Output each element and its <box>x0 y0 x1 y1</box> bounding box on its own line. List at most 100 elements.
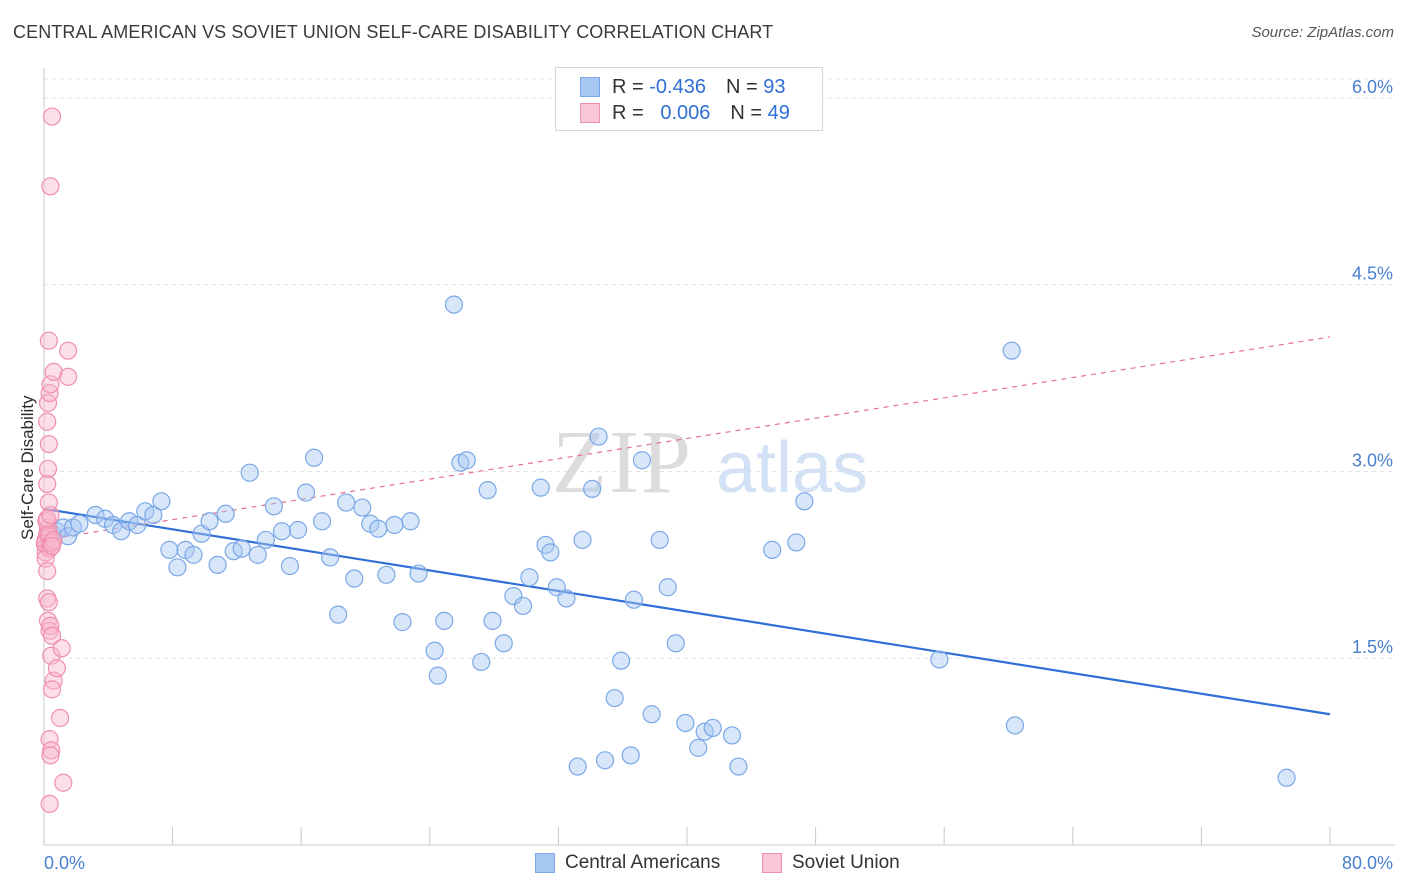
point-central-americans <box>632 451 652 470</box>
point-soviet-union <box>52 639 71 658</box>
point-central-americans <box>152 492 171 511</box>
y-tick-label: 3.0% <box>1352 450 1393 470</box>
point-central-americans <box>337 493 356 512</box>
point-central-americans <box>642 705 661 724</box>
legend-r-label: R = <box>612 75 644 98</box>
point-central-americans <box>504 586 523 606</box>
point-central-americans <box>345 569 364 588</box>
point-central-americans <box>583 479 602 498</box>
point-central-americans <box>329 605 348 624</box>
point-central-americans <box>513 596 533 616</box>
point-central-americans <box>160 540 179 559</box>
point-central-americans <box>930 650 949 669</box>
point-central-americans <box>722 726 742 745</box>
point-central-americans <box>472 652 491 672</box>
point-central-americans <box>621 746 640 765</box>
point-central-americans <box>216 504 235 523</box>
point-soviet-union <box>42 741 61 760</box>
point-central-americans <box>296 483 316 502</box>
point-central-americans <box>70 514 89 533</box>
point-central-americans <box>59 527 78 546</box>
point-central-americans <box>304 448 324 467</box>
point-central-americans <box>568 757 587 776</box>
legend-row-central-americans: R = -0.436 N = 93 <box>580 75 785 99</box>
point-central-americans <box>787 533 806 552</box>
point-soviet-union <box>42 626 62 645</box>
point-central-americans <box>385 515 404 535</box>
point-central-americans <box>321 548 340 567</box>
point-soviet-union <box>44 530 63 550</box>
trend-lines <box>43 336 1331 716</box>
legend-swatch-pink <box>762 853 782 873</box>
legend-n-value: 49 <box>767 101 790 124</box>
point-central-americans <box>541 543 560 562</box>
point-soviet-union <box>41 746 60 765</box>
point-central-americans <box>312 512 332 531</box>
point-central-americans <box>624 590 644 609</box>
point-central-americans <box>1005 716 1025 735</box>
point-central-americans <box>128 515 147 535</box>
point-soviet-union <box>42 107 62 126</box>
point-central-americans <box>573 530 592 550</box>
legend-n-label: N = <box>725 75 758 98</box>
x-tick-labels: 0.0% 80.0% <box>44 853 1393 873</box>
point-soviet-union <box>50 708 70 728</box>
point-soviet-union <box>39 434 58 454</box>
point-central-americans <box>428 666 447 685</box>
point-central-americans <box>795 492 814 511</box>
point-central-americans <box>401 512 420 531</box>
point-central-americans <box>676 713 695 733</box>
point-central-americans <box>520 568 539 587</box>
point-soviet-union <box>40 621 59 640</box>
point-central-americans <box>650 530 669 550</box>
point-soviet-union <box>38 459 58 479</box>
point-central-americans <box>353 498 372 517</box>
point-central-americans <box>280 556 300 576</box>
point-central-americans <box>240 463 259 482</box>
y-tick-label: 4.5% <box>1352 264 1393 284</box>
point-soviet-union <box>59 341 78 360</box>
point-central-americans <box>478 481 497 500</box>
legend-swatch-blue <box>535 853 555 873</box>
point-soviet-union <box>39 493 58 512</box>
point-central-americans <box>483 611 502 630</box>
source-label: Source: ZipAtlas.com <box>1251 24 1394 41</box>
legend-n-value: 93 <box>763 75 786 98</box>
point-central-americans <box>369 519 388 538</box>
point-central-americans <box>1277 768 1296 787</box>
point-central-americans <box>531 478 550 497</box>
point-central-americans <box>658 578 677 597</box>
data-points <box>35 107 1296 814</box>
point-central-americans <box>435 611 454 630</box>
point-central-americans <box>557 589 576 608</box>
point-soviet-union <box>59 367 78 386</box>
point-soviet-union <box>38 474 57 494</box>
point-soviet-union <box>39 331 58 350</box>
point-central-americans <box>605 688 624 708</box>
point-central-americans <box>232 539 251 558</box>
x-tick-label: 80.0% <box>1342 853 1393 873</box>
y-axis-label: Self-Care Disability <box>18 395 37 540</box>
point-central-americans <box>666 634 685 653</box>
point-soviet-union <box>41 177 60 196</box>
point-soviet-union <box>35 534 54 553</box>
point-soviet-union <box>47 659 66 678</box>
legend-r-value: 0.006 <box>660 101 711 124</box>
legend-r-value: -0.436 <box>649 75 706 98</box>
chart-title: CENTRAL AMERICAN VS SOVIET UNION SELF-CA… <box>13 22 774 42</box>
point-central-americans <box>184 545 203 564</box>
point-central-americans <box>729 757 748 776</box>
legend-label: Central Americans <box>565 852 721 873</box>
point-soviet-union <box>42 537 62 556</box>
point-central-americans <box>248 545 267 564</box>
point-central-americans <box>589 427 608 446</box>
point-central-americans <box>611 651 631 670</box>
watermark-atlas: atlas <box>716 428 868 508</box>
legend-r-label: R = <box>612 101 644 124</box>
point-central-americans <box>444 295 464 314</box>
point-central-americans <box>200 512 219 531</box>
point-central-americans <box>86 505 105 525</box>
point-soviet-union <box>38 561 57 581</box>
point-central-americans <box>272 522 292 541</box>
